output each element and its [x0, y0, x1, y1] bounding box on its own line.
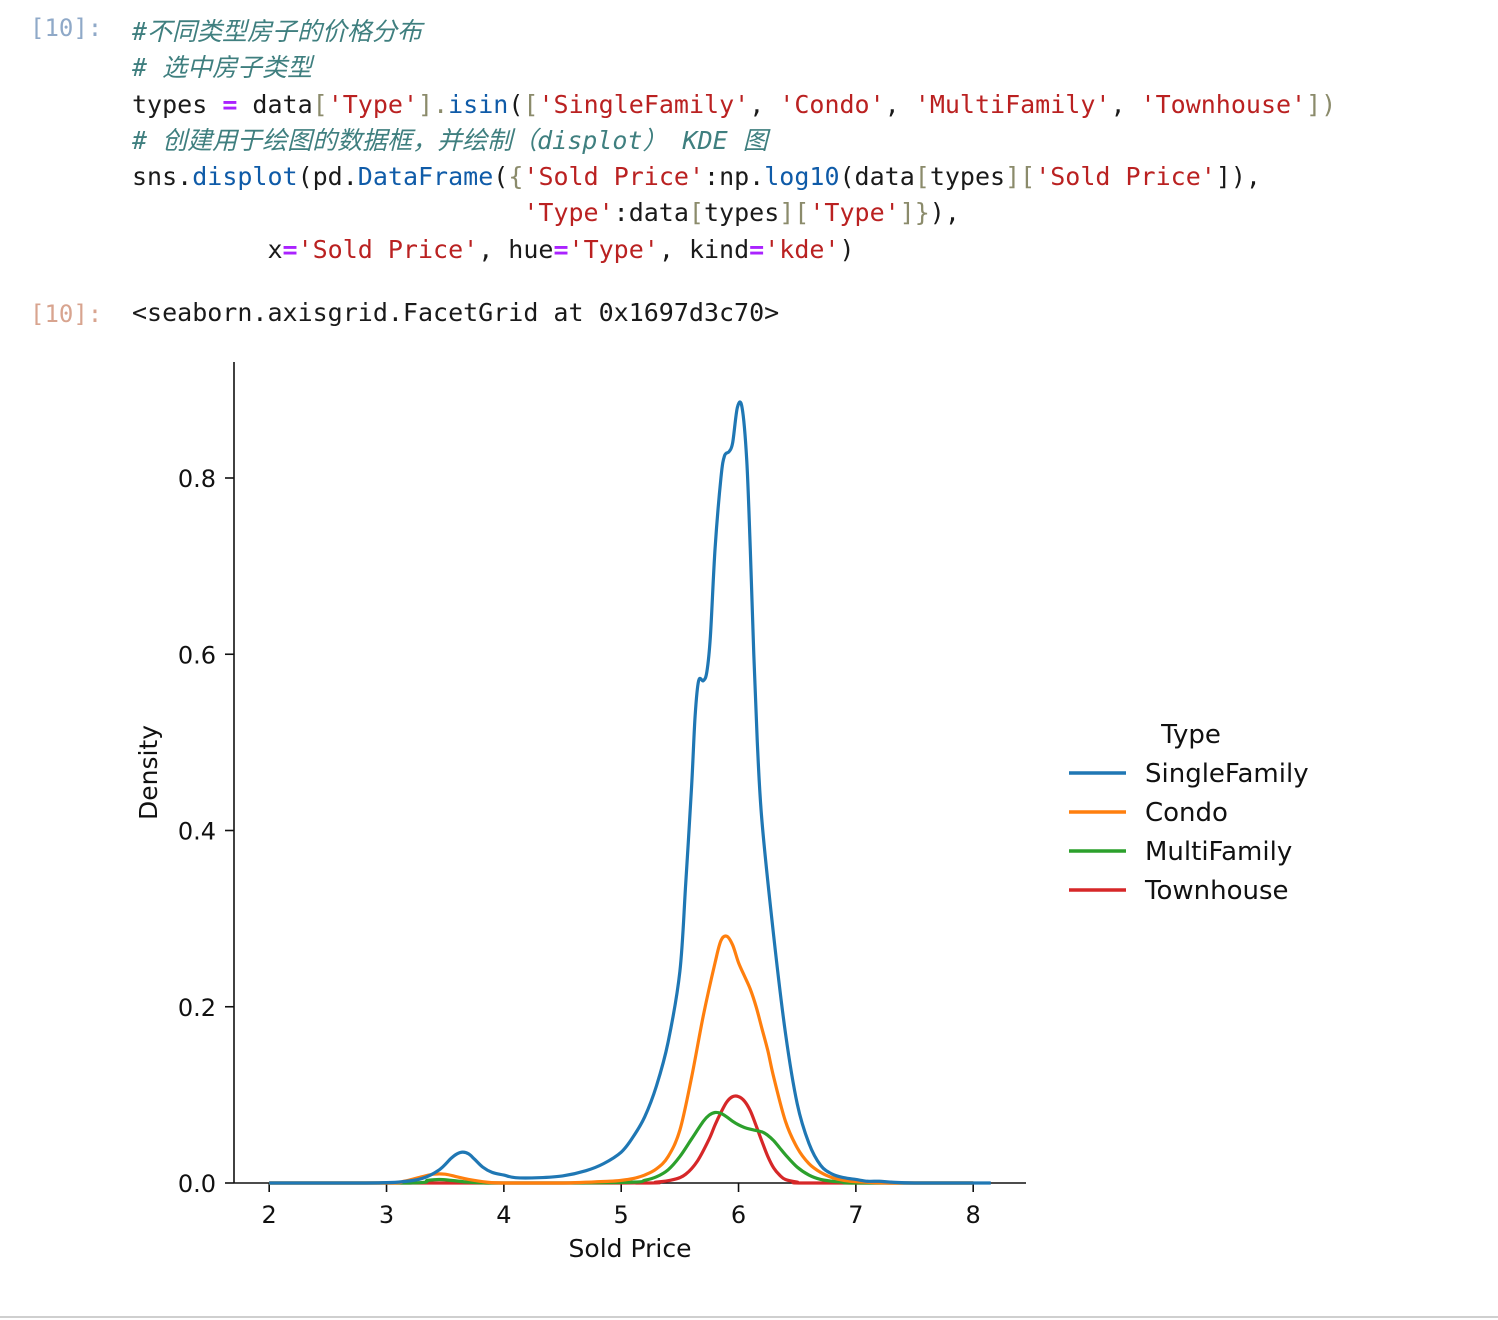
code-comment-line-1: #不同类型房子的价格分布 [132, 17, 423, 46]
legend-label-multifamily: MultiFamily [1145, 837, 1292, 867]
code-cell[interactable]: #不同类型房子的价格分布 # 选中房子类型 types = data['Type']… [132, 14, 1336, 268]
output-prompt: [10]: [30, 300, 103, 328]
x-tick-label: 3 [379, 1201, 394, 1229]
code-line-3: types = data['Type'].isin(['SingleFamily… [132, 89, 1337, 119]
x-tick-label: 7 [848, 1201, 863, 1229]
x-axis-label: Sold Price [569, 1234, 692, 1263]
code-line-6: 'Type':data[types]['Type']}), [523, 198, 960, 228]
cell-divider [0, 1316, 1498, 1318]
y-tick-label: 0.6 [178, 641, 216, 669]
input-prompt: [10]: [30, 14, 103, 42]
kde-chart: 2 3 4 5 6 7 8 0.0 0.2 0.4 0.6 0.8 Sold Price Densit… [134, 362, 1309, 1263]
x-tick-label: 6 [731, 1201, 746, 1229]
legend-label-condo: Condo [1145, 798, 1228, 828]
code-comment-line-4: # 创建用于绘图的数据框，并绘制（displot） KDE 图 [132, 125, 768, 155]
y-tick-label: 0.4 [178, 818, 216, 846]
y-tick-label: 0.8 [178, 465, 216, 493]
legend-label-singlefamily: SingleFamily [1145, 759, 1309, 789]
x-tick-label: 8 [966, 1201, 981, 1229]
y-axis-label: Density [134, 725, 163, 820]
y-tick-label: 0.0 [178, 1170, 216, 1198]
chart-axes: 2 3 4 5 6 7 8 0.0 0.2 0.4 0.6 0.8 [178, 362, 1026, 1229]
series-line-multifamily [269, 1110, 974, 1185]
series-line-singlefamily [269, 400, 991, 1185]
x-tick-label: 2 [262, 1201, 277, 1229]
series-line-condo [269, 934, 974, 1185]
code-line-5: sns.displot(pd.DataFrame({'Sold Price':n… [132, 162, 1261, 192]
x-tick-label: 5 [614, 1201, 629, 1229]
y-tick-label: 0.2 [178, 994, 216, 1022]
output-text: <seaborn.axisgrid.FacetGrid at 0x1697d3c… [132, 298, 780, 327]
code-comment-line-2: # 选中房子类型 [132, 53, 313, 83]
legend-title: Type [1160, 720, 1221, 750]
chart-series [269, 400, 991, 1185]
code-line-7: x='Sold Price', hue='Type', kind='kde') [132, 234, 855, 264]
x-tick-label: 4 [496, 1201, 511, 1229]
series-line-townhouse [269, 1094, 974, 1185]
legend-label-townhouse: Townhouse [1144, 876, 1289, 906]
chart-legend: Type SingleFamily Condo MultiFamily Townhou… [1069, 720, 1309, 906]
